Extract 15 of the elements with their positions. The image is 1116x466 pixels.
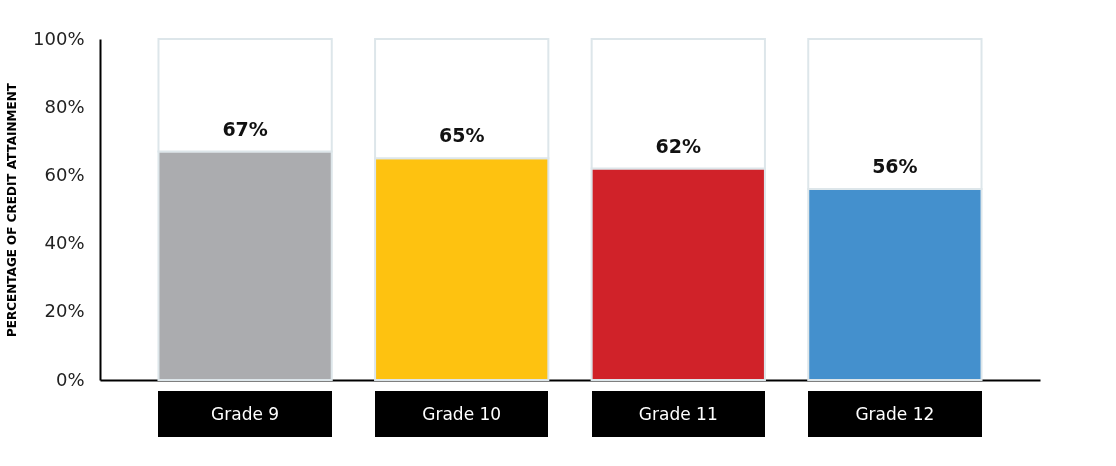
y-tick-label: 60% [44,163,85,185]
data-label: 56% [872,155,918,178]
y-tick-label: 40% [44,232,85,254]
y-tick-label: 20% [44,300,85,322]
x-tick-label: Grade 10 [422,403,502,424]
y-tick-label: 0% [55,368,85,390]
x-tick-label: Grade 12 [855,403,935,424]
y-axis-title: PERCENTAGE OF CREDIT ATTAINMENT [5,82,20,337]
x-tick-label: Grade 9 [211,403,280,424]
y-tick-label: 80% [44,95,85,117]
x-tick-label: Grade 11 [638,403,718,424]
data-label: 65% [438,124,485,147]
data-label: 67% [222,117,268,140]
y-tick-label: 100% [33,27,85,49]
data-label: 62% [655,134,702,157]
